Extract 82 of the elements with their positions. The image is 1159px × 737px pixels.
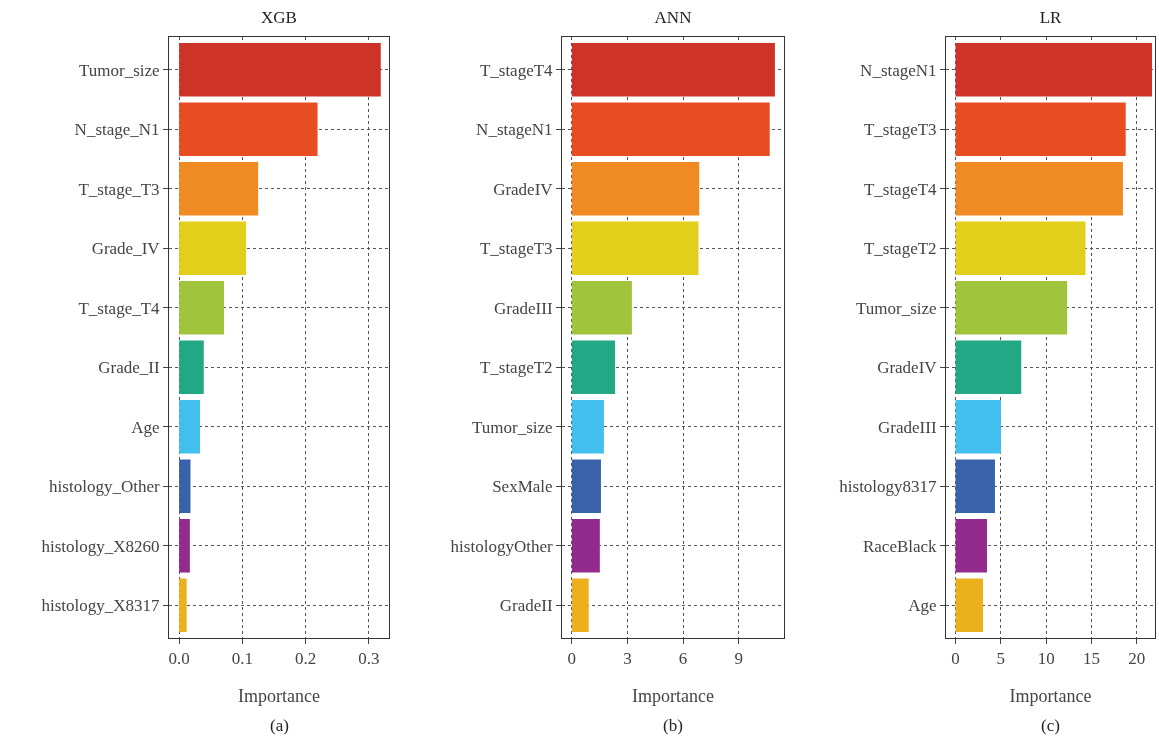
bar — [179, 399, 200, 454]
bar — [179, 578, 187, 633]
bar — [179, 221, 247, 276]
y-tick-label: Tumor_size — [78, 60, 160, 80]
x-tick-label: 0.0 — [168, 649, 190, 669]
y-tick-label: Tumor_size — [855, 298, 937, 318]
x-axis-title: Importance — [632, 686, 714, 706]
x-tick-label: 3 — [623, 649, 632, 669]
bar — [571, 280, 632, 335]
y-tick-label: GradeIV — [493, 179, 554, 199]
x-tick-label: 0.1 — [231, 649, 253, 669]
bar — [955, 102, 1126, 157]
y-tick-label: GradeIII — [494, 298, 553, 318]
x-tick-label: 5 — [996, 649, 1006, 669]
chart-title: ANN — [654, 7, 692, 27]
chart-title: LR — [1039, 7, 1063, 27]
bar — [179, 102, 318, 157]
bar — [955, 42, 1153, 97]
y-tick-label: Age — [908, 596, 937, 616]
bar — [955, 221, 1086, 276]
y-tick-label: T_stage_T4 — [78, 298, 161, 318]
y-tick-label: GradeIII — [878, 417, 937, 437]
x-axis-title: Importance — [1009, 686, 1092, 706]
bar — [955, 161, 1123, 216]
y-tick-label: histology_Other — [49, 477, 160, 497]
bar — [571, 221, 699, 276]
bar — [571, 161, 700, 216]
y-tick-label: GradeIV — [877, 358, 938, 378]
bar — [955, 578, 983, 633]
y-tick-label: Grade_IV — [91, 239, 161, 259]
y-tick-label: T_stageT3 — [863, 120, 937, 140]
y-tick-label: N_stage_N1 — [74, 120, 160, 140]
x-tick-label: 0 — [951, 649, 960, 669]
y-tick-label: T_stageT4 — [863, 179, 938, 199]
bar — [571, 399, 604, 454]
bar — [179, 459, 191, 514]
bar — [955, 280, 1068, 335]
bar — [179, 280, 224, 335]
y-tick-label: T_stageT3 — [479, 239, 553, 259]
y-tick-label: histology_X8317 — [41, 596, 161, 616]
x-tick-label: 20 — [1128, 649, 1146, 669]
x-axis-title: Importance — [238, 686, 320, 706]
bar — [955, 399, 1001, 454]
text: (c) — [1041, 716, 1060, 735]
y-tick-label: Grade_II — [98, 358, 160, 378]
bar — [571, 578, 589, 633]
text: (a) — [270, 716, 289, 735]
y-tick-label: Tumor_size — [471, 417, 553, 437]
y-tick-label: histology_X8260 — [41, 536, 160, 556]
y-tick-label: T_stage_T3 — [78, 179, 160, 199]
text: (b) — [663, 716, 683, 735]
x-tick-label: 9 — [734, 649, 743, 669]
bar — [571, 518, 600, 573]
bar — [571, 340, 616, 395]
bar — [571, 459, 601, 514]
x-tick-label: 15 — [1083, 649, 1101, 669]
chart-title: XGB — [261, 7, 297, 27]
bar — [179, 42, 381, 97]
y-tick-label: SexMale — [492, 477, 553, 497]
x-tick-label: 6 — [678, 649, 688, 669]
y-tick-label: T_stageT4 — [479, 60, 554, 80]
y-tick-label: T_stageT2 — [479, 358, 553, 378]
x-tick-label: 0.3 — [358, 649, 380, 669]
bar — [179, 340, 204, 395]
bar — [179, 518, 190, 573]
x-tick-label: 0.2 — [294, 649, 317, 669]
x-tick-label: 0 — [567, 649, 577, 669]
bar — [955, 340, 1022, 395]
y-tick-label: T_stageT2 — [863, 239, 937, 259]
y-tick-label: histology8317 — [839, 477, 938, 497]
y-tick-label: GradeII — [499, 596, 553, 616]
y-tick-label: N_stageN1 — [860, 60, 937, 80]
bar — [571, 102, 770, 157]
bar — [955, 459, 995, 514]
bar — [571, 42, 775, 97]
x-tick-label: 10 — [1037, 649, 1055, 669]
y-tick-label: histologyOther — [450, 536, 553, 556]
y-tick-label: RaceBlack — [862, 536, 938, 556]
y-tick-label: Age — [131, 417, 160, 437]
y-tick-label: N_stageN1 — [476, 120, 553, 140]
bar — [179, 161, 259, 216]
bar — [955, 518, 987, 573]
